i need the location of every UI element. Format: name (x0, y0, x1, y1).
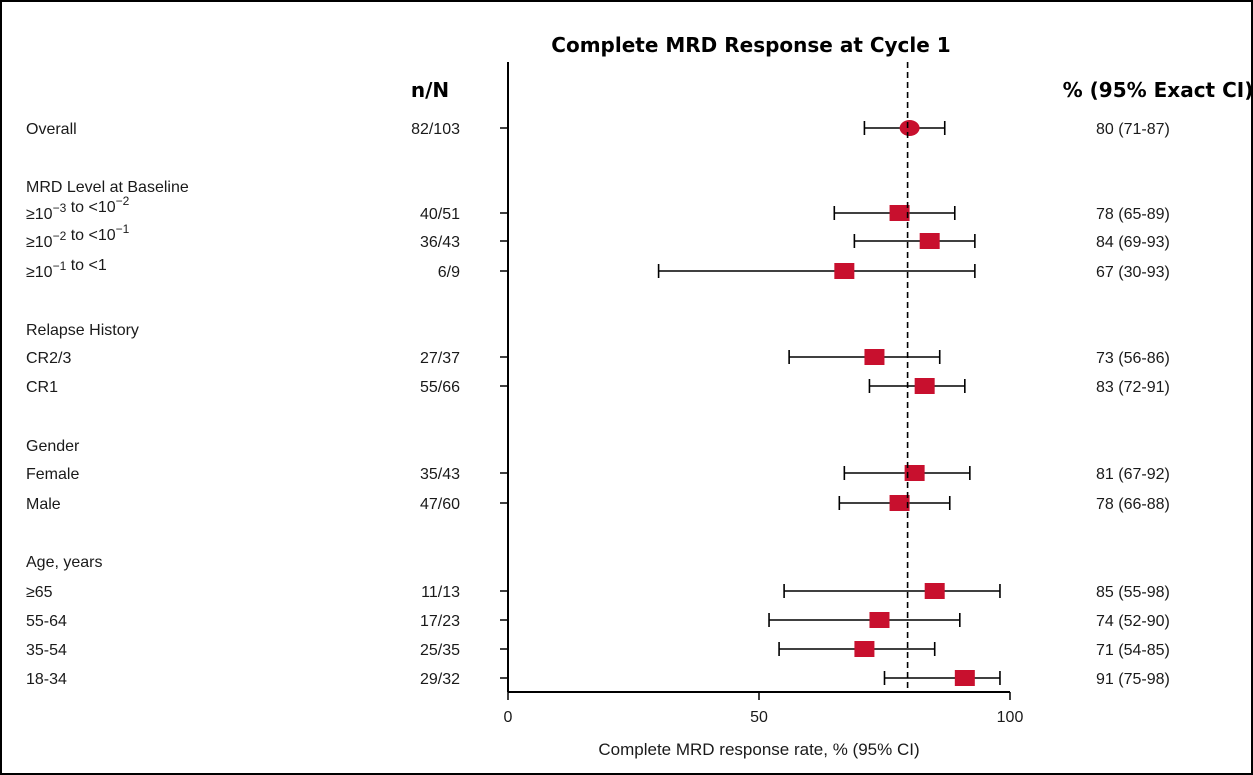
x-axis-ticks: 0 50 100 (504, 692, 1024, 726)
row-ci-text: 81 (67-92) (1096, 466, 1170, 483)
row-label: ≥10−2 to <10−1 (26, 222, 130, 251)
estimate-marker (854, 641, 875, 657)
row-count: 36/43 (420, 234, 460, 251)
forest-rows: Overall 82/103 80 (71-87) MRD Level at Base… (26, 120, 1170, 688)
row-label: ≥65 (26, 584, 53, 601)
subgroup-heading: Gender (26, 438, 80, 455)
subgroup-heading: Age, years (26, 554, 102, 571)
row-ci-text: 85 (55-98) (1096, 584, 1170, 601)
estimate-marker (869, 612, 890, 628)
row-count: 40/51 (420, 206, 460, 223)
row-ci-text: 83 (72-91) (1096, 379, 1170, 396)
estimate-marker (904, 465, 925, 481)
estimate-marker (864, 349, 885, 365)
row-count: 29/32 (420, 671, 460, 688)
row-label: Female (26, 466, 79, 483)
row-ci-text: 78 (65-89) (1096, 206, 1170, 223)
row-count: 6/9 (438, 264, 460, 281)
row-ci-text: 73 (56-86) (1096, 350, 1170, 367)
subgroup-heading: MRD Level at Baseline (26, 179, 189, 196)
estimate-marker (834, 263, 855, 279)
estimate-marker (899, 120, 920, 136)
x-tick-label: 100 (997, 709, 1024, 726)
row-ci-text: 71 (54-85) (1096, 642, 1170, 659)
row-count: 25/35 (420, 642, 460, 659)
estimate-marker (889, 205, 910, 221)
subgroup-heading: Relapse History (26, 322, 139, 339)
row-label: Overall (26, 121, 77, 138)
row-label: ≥10−3 to <10−2 (26, 194, 130, 223)
row-label: ≥10−1 to <1 (26, 257, 107, 281)
row-count: 27/37 (420, 350, 460, 367)
row-ci-text: 78 (66-88) (1096, 496, 1170, 513)
row-label: CR1 (26, 379, 58, 396)
row-count: 11/13 (421, 584, 460, 601)
estimate-marker (919, 233, 940, 249)
row-ci-text: 74 (52-90) (1096, 613, 1170, 630)
row-ci-text: 84 (69-93) (1096, 234, 1170, 251)
row-label: Male (26, 496, 61, 513)
estimate-column-header: % (95% Exact CI) (1063, 78, 1253, 102)
row-ci-text: 80 (71-87) (1096, 121, 1170, 138)
row-count: 47/60 (420, 496, 460, 513)
count-column-header: n/N (411, 78, 449, 102)
row-label: 18-34 (26, 671, 67, 688)
row-label: CR2/3 (26, 350, 71, 367)
estimate-marker (954, 670, 975, 686)
row-ci-text: 91 (75-98) (1096, 671, 1170, 688)
estimate-marker (924, 583, 945, 599)
row-label: 35-54 (26, 642, 67, 659)
estimate-marker (914, 378, 935, 394)
row-label: 55-64 (26, 613, 67, 630)
estimate-marker (889, 495, 910, 511)
row-count: 55/66 (420, 379, 460, 396)
row-count: 82/103 (411, 121, 460, 138)
x-tick-label: 50 (750, 709, 768, 726)
x-axis-label: Complete MRD response rate, % (95% CI) (598, 740, 919, 759)
row-count: 17/23 (420, 613, 460, 630)
row-count: 35/43 (420, 466, 460, 483)
row-ci-text: 67 (30-93) (1096, 264, 1170, 281)
chart-title: Complete MRD Response at Cycle 1 (551, 33, 950, 57)
x-tick-label: 0 (504, 709, 513, 726)
